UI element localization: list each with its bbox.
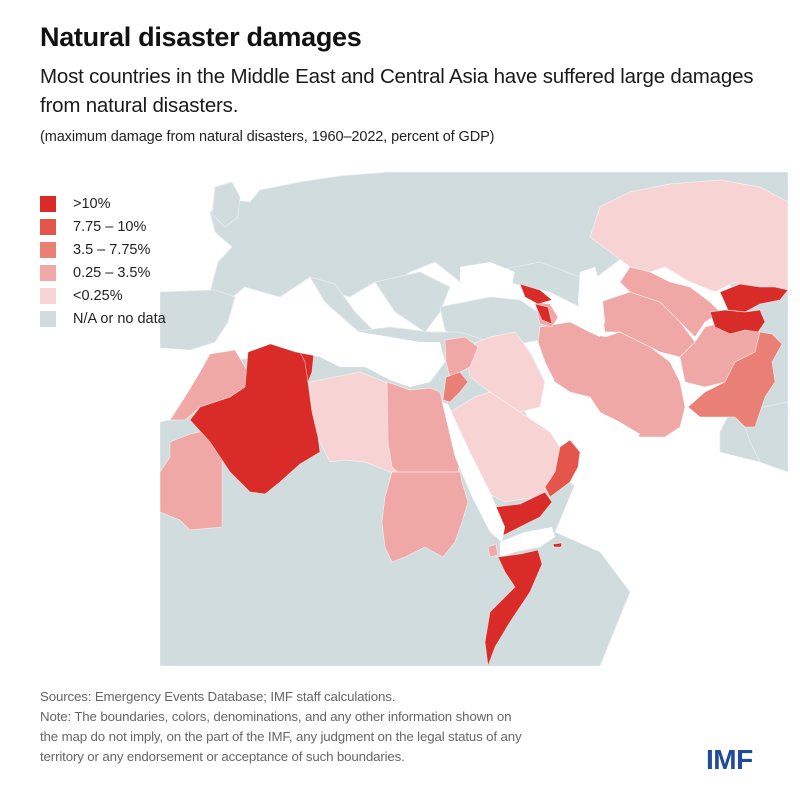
- country-djibouti: [487, 543, 499, 558]
- legend-label: 0.25 – 3.5%: [73, 264, 151, 281]
- legend-label: 7.75 – 10%: [73, 218, 147, 235]
- legend-swatch: [40, 218, 56, 235]
- country-iraq: [464, 331, 546, 413]
- legend-swatch: [40, 287, 56, 304]
- land-balkans: [374, 271, 451, 333]
- atlantic-coast: [160, 348, 210, 422]
- note-line: territory or any endorsement or acceptan…: [40, 749, 405, 764]
- legend-item-gt10: >10%: [40, 192, 166, 215]
- legend-item-na: N/A or no data: [40, 307, 166, 330]
- black-sea: [460, 262, 515, 297]
- chart-title: Natural disaster damages: [40, 22, 362, 52]
- legend-swatch: [40, 264, 56, 281]
- footer-notes: Sources: Emergency Events Database; IMF …: [40, 687, 680, 767]
- legend-swatch: [40, 241, 56, 258]
- imf-logo: IMF: [706, 744, 753, 775]
- note-line: the map do not imply, on the part of the…: [40, 729, 522, 744]
- red-sea: [442, 402, 505, 542]
- choropleth-map: [160, 172, 788, 666]
- country-uzbekistan: [619, 266, 721, 338]
- country-iran: [537, 321, 686, 438]
- country-kazakhstan: [589, 179, 788, 298]
- land-britain: [211, 181, 241, 228]
- sources-text: Sources: Emergency Events Database; IMF …: [40, 689, 396, 704]
- legend-swatch: [40, 195, 56, 212]
- legend-label: 3.5 – 7.75%: [73, 241, 151, 258]
- country-socotra: [552, 542, 563, 548]
- legend-label: <0.25%: [73, 287, 123, 304]
- legend-item-0-3: 0.25 – 3.5%: [40, 261, 166, 284]
- chart-subtitle: Most countries in the Middle East and Ce…: [40, 65, 754, 117]
- arabian-sea: [555, 452, 788, 666]
- country-oman: [544, 439, 581, 498]
- legend-item-3-7: 3.5 – 7.75%: [40, 238, 166, 261]
- country-armenia: [534, 303, 553, 325]
- unit-note: (maximum damage from natural disasters, …: [40, 129, 495, 145]
- land-iberia: [160, 289, 236, 351]
- legend-item-7-10: 7.75 – 10%: [40, 215, 166, 238]
- mediterranean-sea: [220, 322, 445, 387]
- water-bodies: [160, 262, 788, 666]
- country-syria: [444, 336, 479, 378]
- gulf-of-aden: [500, 527, 555, 557]
- country-tajikistan: [709, 309, 766, 335]
- country-pakistan: [687, 331, 783, 428]
- map-legend: >10% 7.75 – 10% 3.5 – 7.75% 0.25 – 3.5% …: [40, 192, 166, 330]
- note-line: Note: The boundaries, colors, denominati…: [40, 709, 512, 724]
- country-somalia: [484, 549, 543, 666]
- country-sudan: [381, 471, 469, 563]
- legend-label: N/A or no data: [73, 310, 166, 327]
- legend-label: >10%: [73, 195, 111, 212]
- legend-item-lt0: <0.25%: [40, 284, 166, 307]
- legend-swatch: [40, 310, 56, 327]
- country-georgia: [519, 283, 553, 305]
- caspian-sea: [578, 267, 605, 337]
- persian-gulf: [585, 407, 640, 444]
- country-jordan: [442, 371, 469, 403]
